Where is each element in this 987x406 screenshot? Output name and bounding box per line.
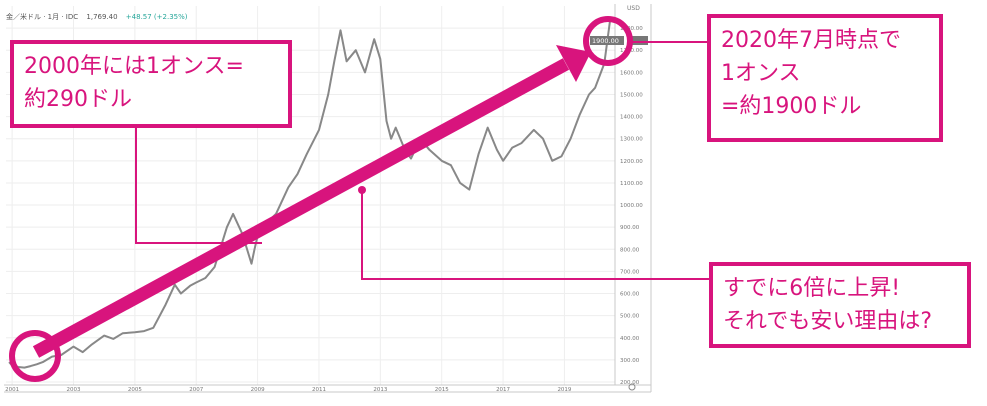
x-tick-label: 2003: [67, 387, 81, 393]
price-tag-text: 1900.00: [592, 37, 619, 45]
x-tick-label: 2013: [373, 387, 387, 393]
x-tick-label: 2019: [557, 387, 571, 393]
x-tick-label: 2007: [189, 387, 203, 393]
trend-arrow-head: [556, 45, 591, 82]
y-tick-label: 600.00: [620, 292, 640, 298]
y-tick-label: 300.00: [620, 358, 640, 364]
y-tick-label: 1000.00: [620, 203, 643, 209]
callout-2000-price: 2000年には1オンス= 約290ドル: [10, 40, 292, 128]
highlight-circle-end: [583, 16, 633, 66]
symbol-label[interactable]: 金／米ドル · 1月 · IDC: [6, 13, 79, 21]
axis-settings-icon[interactable]: [628, 383, 636, 391]
current-price-tag-box: [631, 36, 648, 45]
y-tick-label: 1700.00: [620, 48, 643, 54]
x-tick-label: 2011: [312, 387, 326, 393]
x-tick-label: 2009: [251, 387, 265, 393]
y-tick-label: 1200.00: [620, 159, 643, 165]
y-tick-label: 1100.00: [620, 181, 643, 187]
x-tick-label: 2001: [5, 387, 19, 393]
y-tick-label: 200.00: [620, 380, 640, 386]
y-tick-label: 1800.00: [620, 26, 643, 32]
y-tick-label: 800.00: [620, 247, 640, 253]
x-axis: 2001 2003 2005 2007 2009 2011 2013 2015 2017 2019: [5, 387, 572, 393]
y-tick-label: 500.00: [620, 314, 640, 320]
y-tick-label: 1400.00: [620, 115, 643, 121]
current-price-tag: [631, 36, 648, 45]
x-tick-label: 2005: [128, 387, 142, 393]
y-tick-label: 900.00: [620, 225, 640, 231]
axis-currency-label: USD: [627, 5, 640, 12]
callout-line: すでに6倍に上昇!: [723, 276, 901, 301]
chart-header: 金／米ドル · 1月 · IDC 1,769.40 +48.57 (+2.35%…: [6, 12, 194, 22]
callout-line: それでも安い理由は?: [723, 309, 933, 334]
callout-line: 2000年には1オンス=: [24, 54, 244, 79]
x-tick-label: 2015: [435, 387, 449, 393]
callout-2020-price: 2020年7月時点で 1オンス =約1900ドル: [707, 14, 943, 142]
callout-line: 2020年7月時点で: [721, 28, 901, 53]
price-change: +48.57 (+2.35%): [125, 13, 188, 21]
callout-line: 1オンス: [721, 61, 801, 86]
callout-question: すでに6倍に上昇! それでも安い理由は?: [709, 262, 971, 348]
price-tag-box: [590, 36, 624, 45]
gold-price-line: [8, 16, 612, 369]
price-tag: 1900.00: [590, 36, 624, 45]
callout-line: 約290ドル: [24, 87, 132, 112]
trend-arrow-line: [32, 58, 570, 358]
y-tick-label: 1600.00: [620, 70, 643, 76]
x-tick-label: 2017: [496, 387, 510, 393]
y-tick-label: 1500.00: [620, 92, 643, 98]
connector-bottom: [361, 190, 709, 280]
y-axis: 200.00 300.00 400.00 500.00 600.00 700.00 800.…: [620, 26, 643, 386]
y-tick-label: 700.00: [620, 269, 640, 275]
connector-left: [135, 128, 262, 244]
highlight-circle-start: [9, 330, 61, 382]
y-tick-label: 400.00: [620, 336, 640, 342]
last-price: 1,769.40: [86, 13, 118, 21]
callout-line: =約1900ドル: [721, 94, 862, 119]
y-tick-label: 1300.00: [620, 137, 643, 143]
